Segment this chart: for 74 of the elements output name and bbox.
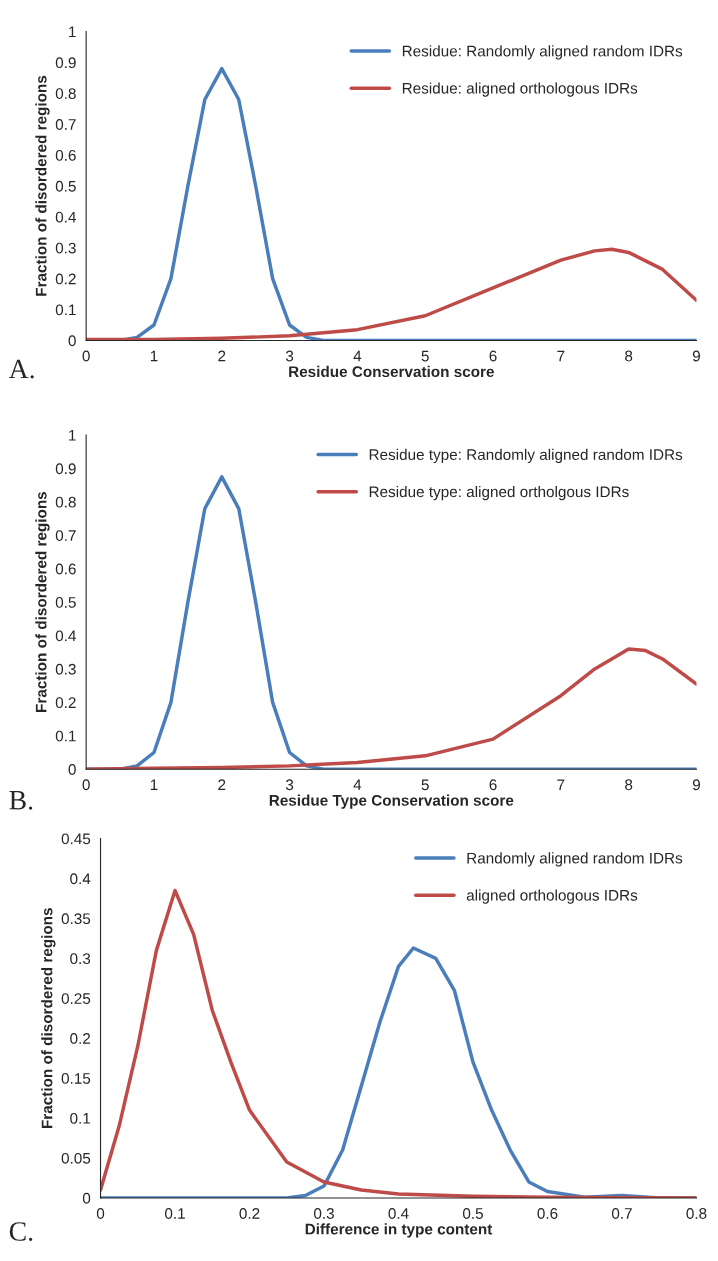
y-tick-label: 0.15 [61,1073,91,1084]
x-tick-label: 3 [285,779,294,791]
y-tick-label: 0.9 [55,57,76,69]
x-tick-label: 0.4 [388,1208,409,1219]
legend-label: Residue type: aligned ortholgous IDRs [369,485,629,501]
x-tick-label: 9 [692,779,700,791]
x-tick-label: 5 [421,350,429,362]
y-tick-label: 0.4 [55,630,76,642]
y-tick-label: 0.1 [55,304,76,316]
legend-label: Residue: aligned orthologous IDRs [402,82,638,97]
legend-label: aligned orthologous IDRs [466,889,638,904]
x-tick-label: 0.8 [686,1208,707,1219]
x-tick-label: 3 [285,350,294,362]
y-tick-label: 0 [68,764,76,775]
x-tick-label: 8 [625,350,633,362]
x-axis-title: Residue Type Conservation score [269,794,514,809]
y-tick-label: 0.3 [70,953,91,965]
y-tick-label: 0.2 [55,697,76,709]
text: A. [8,359,34,379]
legend-label: Randomly aligned random IDRs [467,852,683,867]
y-tick-label: 0 [82,1192,91,1204]
x-axis-title: Residue Conservation score [289,365,494,378]
y-tick-label: 0.2 [55,273,76,285]
y-tick-label: 1 [69,430,76,441]
x-tick-label: 0 [96,1208,105,1219]
y-tick-label: 0.5 [55,597,76,608]
y-tick-label: 0 [68,335,76,347]
y-tick-label: 0.4 [55,211,76,223]
y-tick-label: 0.3 [55,663,76,675]
y-tick-label: 0.1 [70,1112,91,1124]
y-tick-label: 1 [69,26,76,38]
x-tick-label: 6 [489,779,497,791]
x-tick-label: 8 [625,779,633,791]
x-tick-label: 0.7 [611,1208,632,1219]
y-tick-label: 0.3 [55,242,76,254]
y-tick-label: 0.05 [61,1152,91,1164]
x-tick-label: 4 [353,779,362,790]
x-tick-label: 7 [557,350,565,362]
y-tick-label: 0.6 [55,149,76,161]
x-tick-label: 5 [421,779,429,791]
x-tick-label: 6 [489,350,497,362]
y-tick-label: 0.45 [61,833,91,845]
x-tick-label: 0.3 [313,1208,334,1219]
y-tick-label: 0.8 [55,496,76,508]
y-tick-label: 0.8 [55,88,76,99]
x-tick-label: 1 [150,350,158,362]
x-tick-label: 9 [692,350,700,362]
y-tick-label: 0.4 [70,873,91,885]
y-tick-label: 0.7 [55,530,76,541]
y-tick-label: 0.2 [70,1033,91,1044]
y-axis-title: Fraction of disordered regions [41,908,56,1129]
x-tick-label: 0.1 [164,1208,185,1219]
x-tick-label: 0.6 [537,1208,558,1219]
y-tick-label: 0.9 [55,463,76,475]
legend-label: Residue type: Randomly aligned random IDRs [369,448,683,464]
x-tick-label: 4 [353,350,362,362]
y-axis-title: Fraction of disordered regions [35,75,50,296]
x-tick-label: 2 [218,779,226,790]
y-tick-label: 0.7 [55,119,76,130]
x-axis-title: Difference in type content [305,1223,493,1238]
y-tick-label: 0.1 [55,730,76,742]
x-tick-label: 1 [150,779,158,790]
y-tick-label: 0.35 [61,913,91,925]
text: C. [9,1222,33,1241]
x-tick-label: 0.5 [462,1208,483,1219]
y-tick-label: 0.6 [55,563,76,575]
y-tick-label: 0.5 [55,180,76,192]
text: B. [9,791,33,810]
legend-label: Residue: Randomly aligned random IDRs [402,45,683,60]
x-tick-label: 7 [557,779,565,790]
x-tick-label: 0.2 [239,1208,260,1219]
y-tick-label: 0.25 [61,993,91,1004]
x-tick-label: 2 [218,350,226,362]
y-axis-title: Fraction of disordered regions [35,491,50,712]
